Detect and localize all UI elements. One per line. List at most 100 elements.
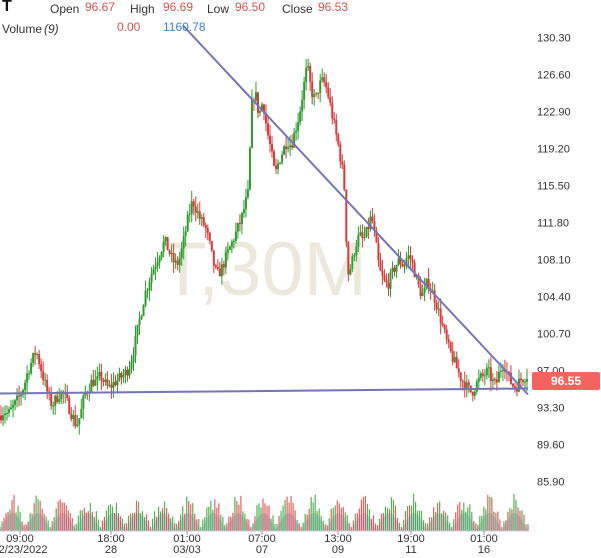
candle-body	[66, 393, 69, 399]
volume-bar	[453, 519, 455, 531]
low-label: Low	[207, 2, 230, 16]
candle-body	[230, 241, 233, 247]
volume-bar	[282, 505, 284, 531]
volume-bar	[427, 523, 429, 531]
volume-bar	[164, 501, 166, 531]
volume-bar	[308, 508, 310, 531]
volume-bar	[45, 516, 47, 531]
candle-body	[150, 274, 153, 283]
candle-body	[355, 246, 358, 256]
volume-bar	[501, 527, 503, 531]
volume-bar	[372, 515, 375, 531]
volume-bar	[463, 502, 465, 531]
candle-body	[242, 209, 245, 214]
volume-bar	[507, 511, 509, 531]
volume-bar	[489, 496, 491, 531]
volume-bar	[160, 511, 162, 531]
candle-body	[331, 103, 334, 119]
volume-bar	[350, 527, 352, 531]
candle-body	[98, 371, 101, 377]
x-tick-time: 18:00	[97, 533, 125, 545]
volume-bar	[348, 522, 350, 531]
volume-bar	[75, 523, 77, 531]
candle-body	[112, 381, 115, 388]
candle-body	[393, 267, 396, 272]
candle-body	[497, 371, 500, 383]
candle-body	[20, 394, 23, 397]
volume-bar	[3, 517, 5, 531]
candle-body	[166, 237, 169, 251]
volume-bar	[451, 527, 453, 531]
candle-body	[445, 329, 448, 340]
candle-body	[100, 371, 103, 381]
candle-body	[441, 323, 444, 326]
candle-body	[14, 400, 17, 405]
candle-body	[329, 96, 332, 104]
candle-body	[435, 302, 438, 310]
volume-bar	[87, 511, 89, 531]
candle-body	[94, 379, 97, 386]
candle-body	[401, 264, 404, 267]
volume-bar	[437, 503, 439, 531]
candle-body	[437, 308, 440, 310]
candle-body	[447, 339, 450, 343]
candle-body	[184, 231, 187, 236]
volume-bar	[242, 511, 244, 531]
volume-bar	[286, 496, 288, 531]
volume-bar	[503, 521, 505, 531]
candle-body	[357, 234, 360, 247]
volume-param: (9)	[44, 22, 59, 36]
candle-body	[228, 246, 231, 250]
candle-body	[449, 342, 452, 352]
volume-bar	[111, 506, 114, 531]
volume-bar	[53, 517, 55, 531]
volume-bar	[521, 510, 523, 531]
volume-bar	[9, 509, 11, 531]
volume-bar	[491, 497, 493, 531]
volume-bar	[141, 511, 144, 531]
volume-bar	[280, 510, 282, 531]
candle-body	[192, 201, 195, 207]
candle-body	[6, 412, 9, 414]
volume-bar	[332, 507, 334, 531]
candle-body	[16, 395, 19, 401]
candle-body	[337, 134, 340, 145]
volume-bar	[336, 500, 338, 531]
volume-bar	[49, 527, 51, 531]
volume-bar	[188, 500, 190, 531]
candle-body	[279, 162, 282, 164]
volume-bar	[511, 509, 513, 531]
volume-bar	[423, 520, 425, 531]
descending-trendline[interactable]	[182, 24, 529, 396]
volume-bar	[412, 493, 415, 531]
volume-bar	[226, 523, 228, 531]
volume-bar	[5, 513, 7, 531]
support-trendline[interactable]	[0, 387, 529, 395]
volume-bar	[302, 522, 304, 531]
volume-bar	[206, 507, 208, 531]
volume-bar	[304, 513, 306, 531]
candle-body	[385, 279, 388, 283]
volume-bar	[33, 503, 35, 531]
volume-bar	[85, 512, 87, 531]
volume-bar	[57, 501, 59, 531]
volume-bar	[416, 510, 419, 531]
candle-body	[345, 189, 348, 243]
volume-bar	[272, 515, 274, 531]
candle-body	[369, 216, 372, 230]
candle-body	[269, 135, 272, 145]
volume-bar	[65, 505, 67, 531]
candle-body	[28, 373, 31, 375]
candle-body	[325, 82, 328, 88]
volume-bar	[228, 516, 230, 531]
candle-body	[471, 391, 474, 396]
y-tick-label: 111.80	[537, 218, 569, 230]
volume-bar	[73, 525, 75, 531]
volume-bar	[376, 525, 379, 531]
candle-body	[116, 379, 119, 386]
volume-bar	[204, 517, 206, 531]
candle-body	[60, 391, 63, 400]
volume-bar	[168, 513, 170, 531]
candle-body	[226, 249, 229, 253]
